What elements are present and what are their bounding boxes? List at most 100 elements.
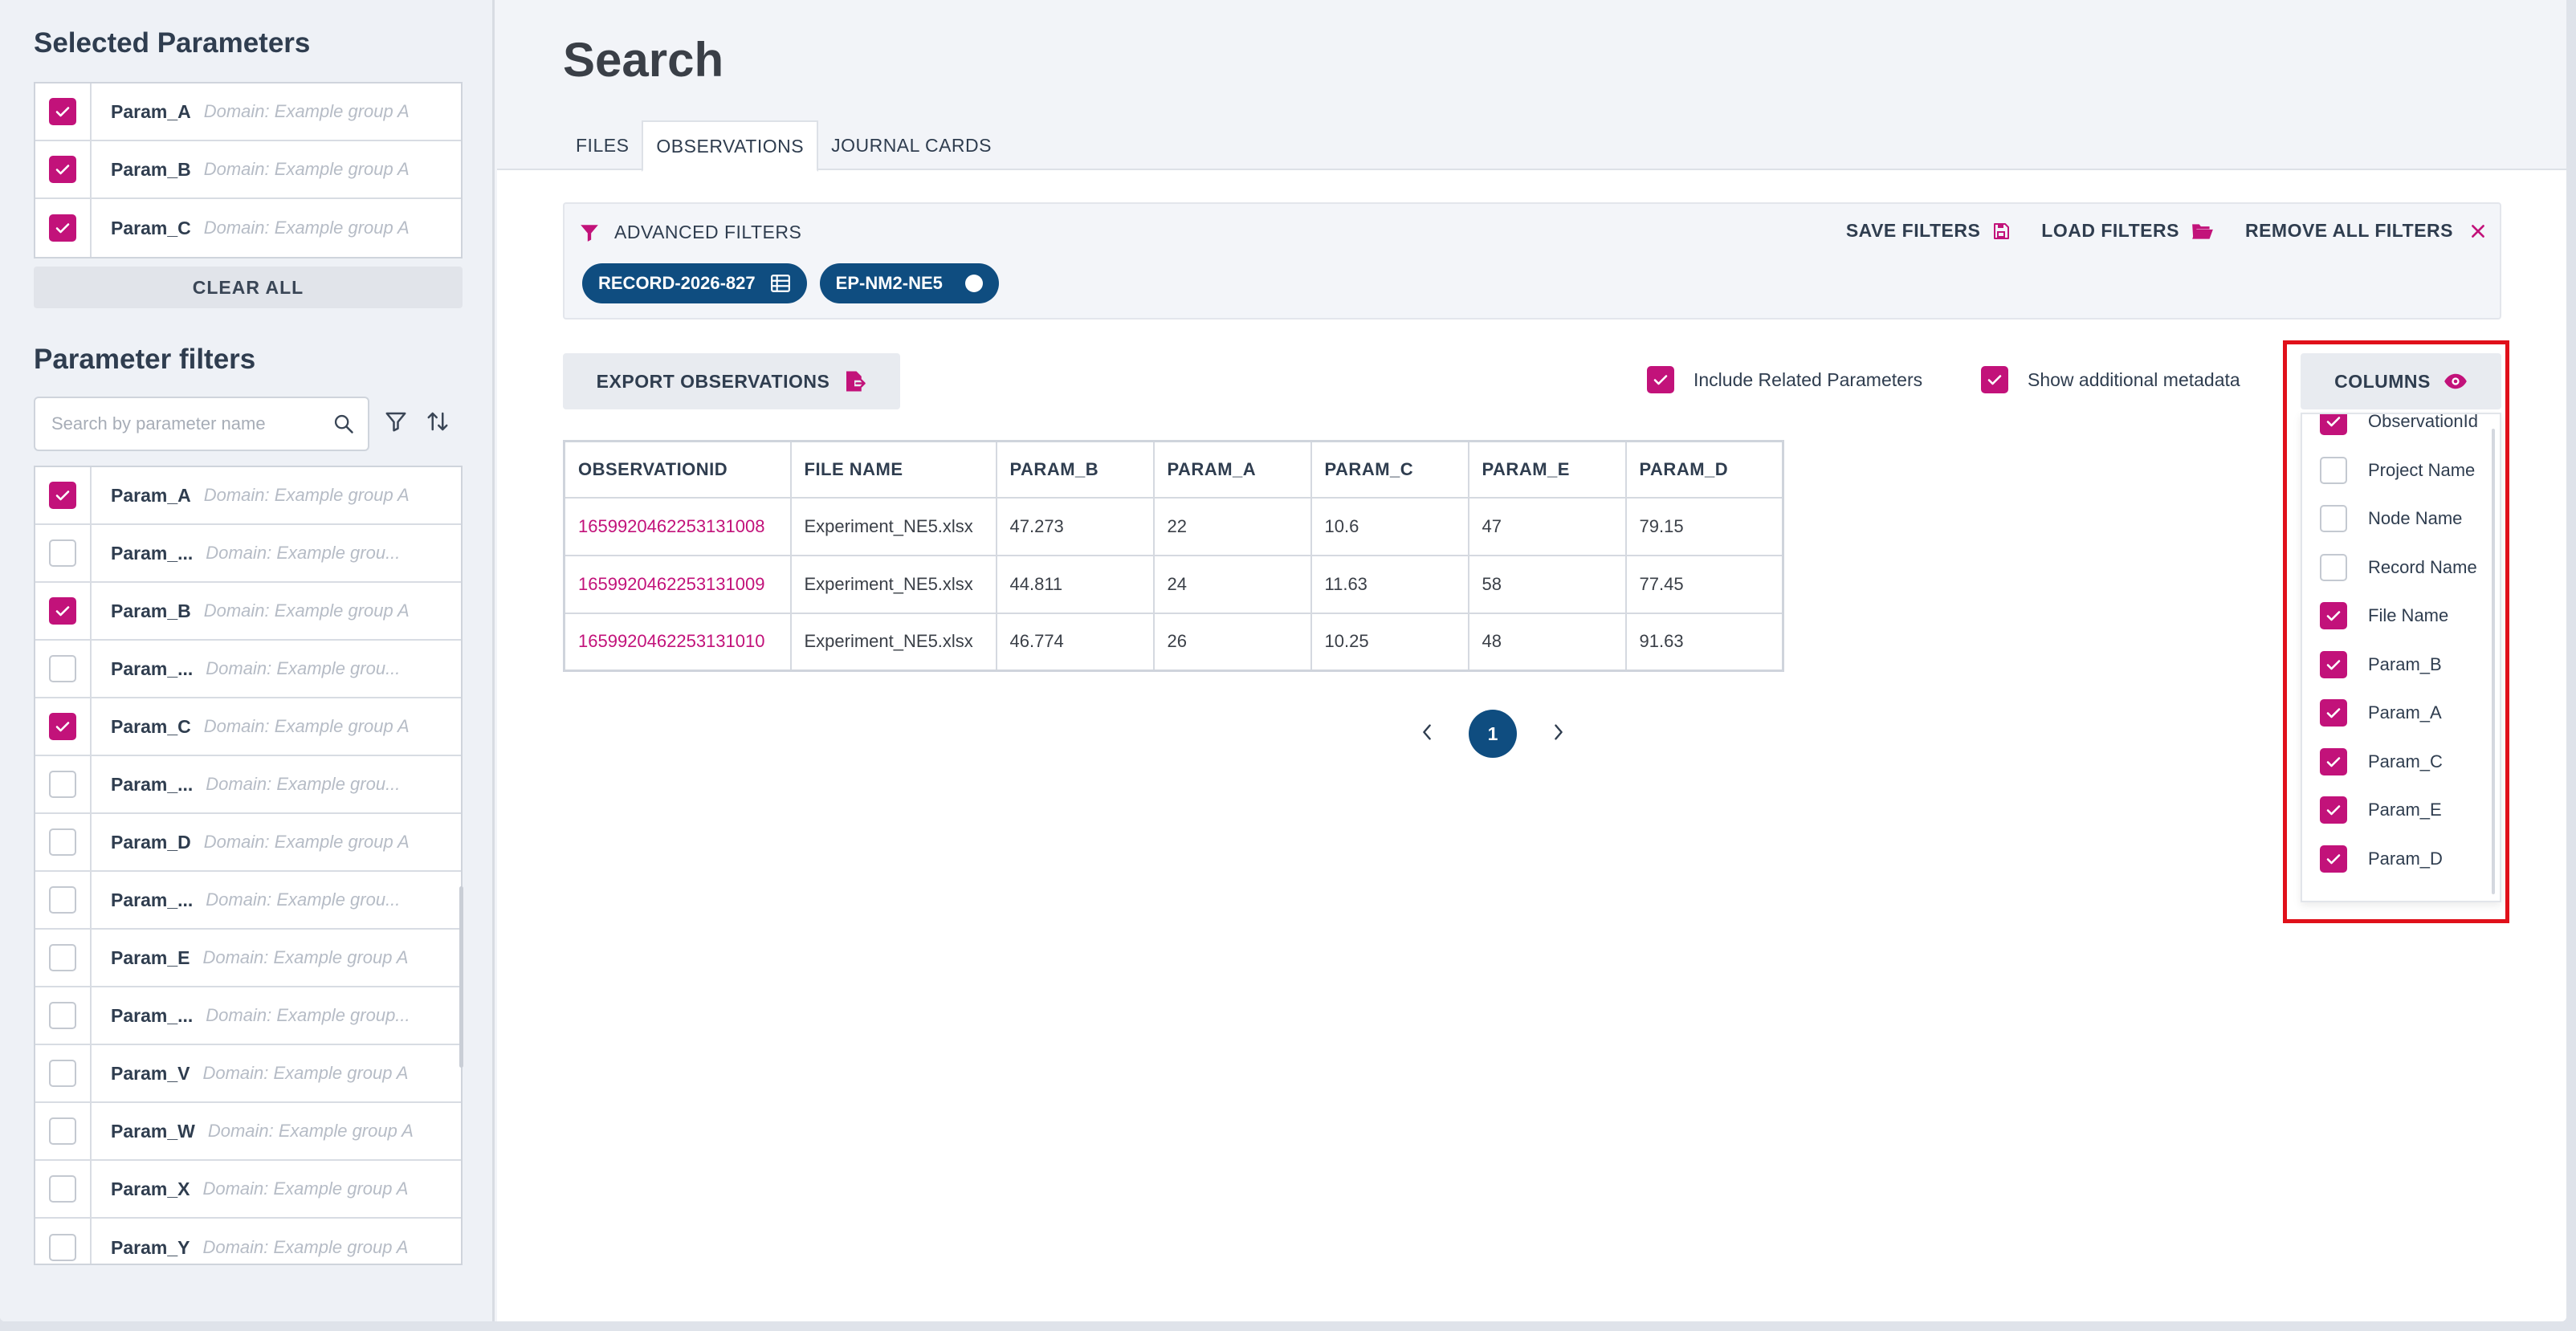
- parameter-row[interactable]: Param_... Domain: Example grou...: [35, 872, 461, 930]
- parameter-checkbox[interactable]: [49, 1175, 76, 1203]
- parameter-row[interactable]: Param_W Domain: Example group A: [35, 1103, 461, 1161]
- column-option[interactable]: Param_B: [2320, 650, 2442, 678]
- column-option[interactable]: Param_E: [2320, 796, 2442, 824]
- parameter-checkbox[interactable]: [49, 1117, 76, 1145]
- parameter-row[interactable]: Param_V Domain: Example group A: [35, 1045, 461, 1103]
- page-button-current[interactable]: 1: [1469, 710, 1517, 758]
- tab-files[interactable]: FILES: [576, 134, 630, 156]
- parameter-name: Param_A: [111, 100, 191, 122]
- advanced-filters-toggle[interactable]: ADVANCED FILTERS: [579, 222, 801, 243]
- parameter-checkbox[interactable]: [49, 886, 76, 914]
- parameter-name: Param_X: [111, 1178, 190, 1199]
- table-cell: 46.774: [995, 612, 1155, 672]
- parameter-row[interactable]: Param_Y Domain: Example group A: [35, 1219, 461, 1264]
- column-header[interactable]: OBSERVATIONID: [563, 440, 792, 499]
- filter-icon[interactable]: [384, 409, 408, 438]
- column-option[interactable]: Param_A: [2320, 699, 2442, 727]
- show-additional-metadata-option[interactable]: Show additional metadata: [1981, 366, 2240, 393]
- parameter-row[interactable]: Param_B Domain: Example group A: [35, 141, 461, 199]
- columns-button[interactable]: COLUMNS: [2301, 353, 2501, 409]
- column-option-label: Param_B: [2368, 653, 2442, 674]
- include-related-parameters-option[interactable]: Include Related Parameters: [1647, 366, 1922, 393]
- parameter-checkbox[interactable]: [49, 655, 76, 682]
- columns-menu-scrollbar[interactable]: [2492, 429, 2495, 894]
- show-metadata-checkbox[interactable]: [1981, 366, 2008, 393]
- parameter-checkbox[interactable]: [49, 539, 76, 567]
- column-header[interactable]: PARAM_B: [995, 440, 1155, 499]
- parameter-checkbox[interactable]: [49, 597, 76, 625]
- column-option[interactable]: Record Name: [2320, 553, 2477, 581]
- parameter-row[interactable]: Param_C Domain: Example group A: [35, 698, 461, 756]
- column-option[interactable]: ObservationId: [2320, 414, 2478, 435]
- column-header[interactable]: PARAM_D: [1624, 440, 1784, 499]
- parameter-checkbox[interactable]: [49, 482, 76, 509]
- parameter-row[interactable]: Param_... Domain: Example grou...: [35, 756, 461, 814]
- column-checkbox[interactable]: [2320, 796, 2347, 824]
- column-checkbox[interactable]: [2320, 747, 2347, 775]
- column-option[interactable]: Param_C: [2320, 747, 2443, 775]
- parameter-checkbox[interactable]: [49, 1060, 76, 1087]
- next-page-button[interactable]: [1552, 722, 1565, 746]
- parameter-search-input[interactable]: [35, 413, 308, 434]
- search-icon[interactable]: [332, 413, 355, 439]
- column-checkbox[interactable]: [2320, 553, 2347, 581]
- previous-page-button[interactable]: [1420, 722, 1433, 746]
- parameter-row[interactable]: Param_A Domain: Example group A: [35, 467, 461, 525]
- parameter-checkbox[interactable]: [49, 944, 76, 971]
- column-header[interactable]: PARAM_A: [1152, 440, 1312, 499]
- save-filters-button[interactable]: SAVE FILTERS: [1846, 220, 2011, 242]
- filter-list-scrollbar[interactable]: [459, 886, 463, 1068]
- parameter-row[interactable]: Param_... Domain: Example grou...: [35, 525, 461, 583]
- parameter-checkbox[interactable]: [49, 156, 76, 183]
- observation-id-link[interactable]: 1659920462253131009: [563, 554, 792, 614]
- parameter-checkbox[interactable]: [49, 1234, 76, 1261]
- sort-icon[interactable]: [426, 409, 450, 438]
- filter-chip-experiment[interactable]: EP-NM2-NE5: [819, 263, 999, 303]
- parameter-checkbox[interactable]: [49, 771, 76, 798]
- parameter-domain: Domain: Example group A: [203, 101, 410, 121]
- parameter-row[interactable]: Param_C Domain: Example group A: [35, 199, 461, 257]
- check-icon: [2326, 805, 2341, 816]
- column-option[interactable]: Node Name: [2320, 505, 2462, 532]
- parameter-domain: Domain: Example group A: [203, 159, 410, 179]
- column-option[interactable]: File Name: [2320, 602, 2448, 629]
- parameter-checkbox[interactable]: [49, 1002, 76, 1029]
- column-checkbox[interactable]: [2320, 456, 2347, 484]
- column-checkbox[interactable]: [2320, 602, 2347, 629]
- parameter-row[interactable]: Param_... Domain: Example grou...: [35, 641, 461, 698]
- parameter-row[interactable]: Param_E Domain: Example group A: [35, 930, 461, 987]
- column-header[interactable]: PARAM_C: [1310, 440, 1469, 499]
- column-checkbox[interactable]: [2320, 650, 2347, 678]
- parameter-row[interactable]: Param_B Domain: Example group A: [35, 583, 461, 641]
- parameter-checkbox[interactable]: [49, 98, 76, 125]
- clear-all-button[interactable]: CLEAR ALL: [34, 267, 463, 308]
- parameter-row[interactable]: Param_D Domain: Example group A: [35, 814, 461, 872]
- load-filters-button[interactable]: LOAD FILTERS: [2041, 220, 2215, 242]
- parameter-checkbox[interactable]: [49, 828, 76, 856]
- toggle-icon: [964, 275, 983, 292]
- column-header[interactable]: PARAM_E: [1467, 440, 1627, 499]
- column-checkbox[interactable]: [2320, 845, 2347, 873]
- export-observations-button[interactable]: EXPORT OBSERVATIONS: [563, 353, 900, 409]
- parameter-checkbox[interactable]: [49, 713, 76, 740]
- parameter-row[interactable]: Param_X Domain: Example group A: [35, 1161, 461, 1219]
- parameter-row[interactable]: Param_A Domain: Example group A: [35, 83, 461, 141]
- table-cell: Experiment_NE5.xlsx: [789, 612, 997, 672]
- observation-id-link[interactable]: 1659920462253131010: [563, 612, 792, 672]
- parameter-checkbox[interactable]: [49, 214, 76, 242]
- column-header[interactable]: FILE NAME: [789, 440, 997, 499]
- column-checkbox[interactable]: [2320, 505, 2347, 532]
- column-checkbox[interactable]: [2320, 699, 2347, 727]
- tab-journal-cards[interactable]: JOURNAL CARDS: [831, 134, 992, 156]
- observation-id-link[interactable]: 1659920462253131008: [563, 496, 792, 556]
- checkbox-cell: [35, 1219, 92, 1264]
- remove-all-filters-button[interactable]: REMOVE ALL FILTERS: [2245, 220, 2487, 242]
- remove-all-filters-label: REMOVE ALL FILTERS: [2244, 220, 2453, 241]
- column-option[interactable]: Param_D: [2320, 845, 2443, 873]
- filter-chip-record[interactable]: RECORD-2026-827: [582, 263, 807, 303]
- parameter-row[interactable]: Param_... Domain: Example group...: [35, 987, 461, 1045]
- column-checkbox[interactable]: [2320, 414, 2347, 435]
- include-related-checkbox[interactable]: [1647, 366, 1674, 393]
- column-option[interactable]: Project Name: [2320, 456, 2475, 484]
- tab-observations[interactable]: OBSERVATIONS: [642, 120, 819, 172]
